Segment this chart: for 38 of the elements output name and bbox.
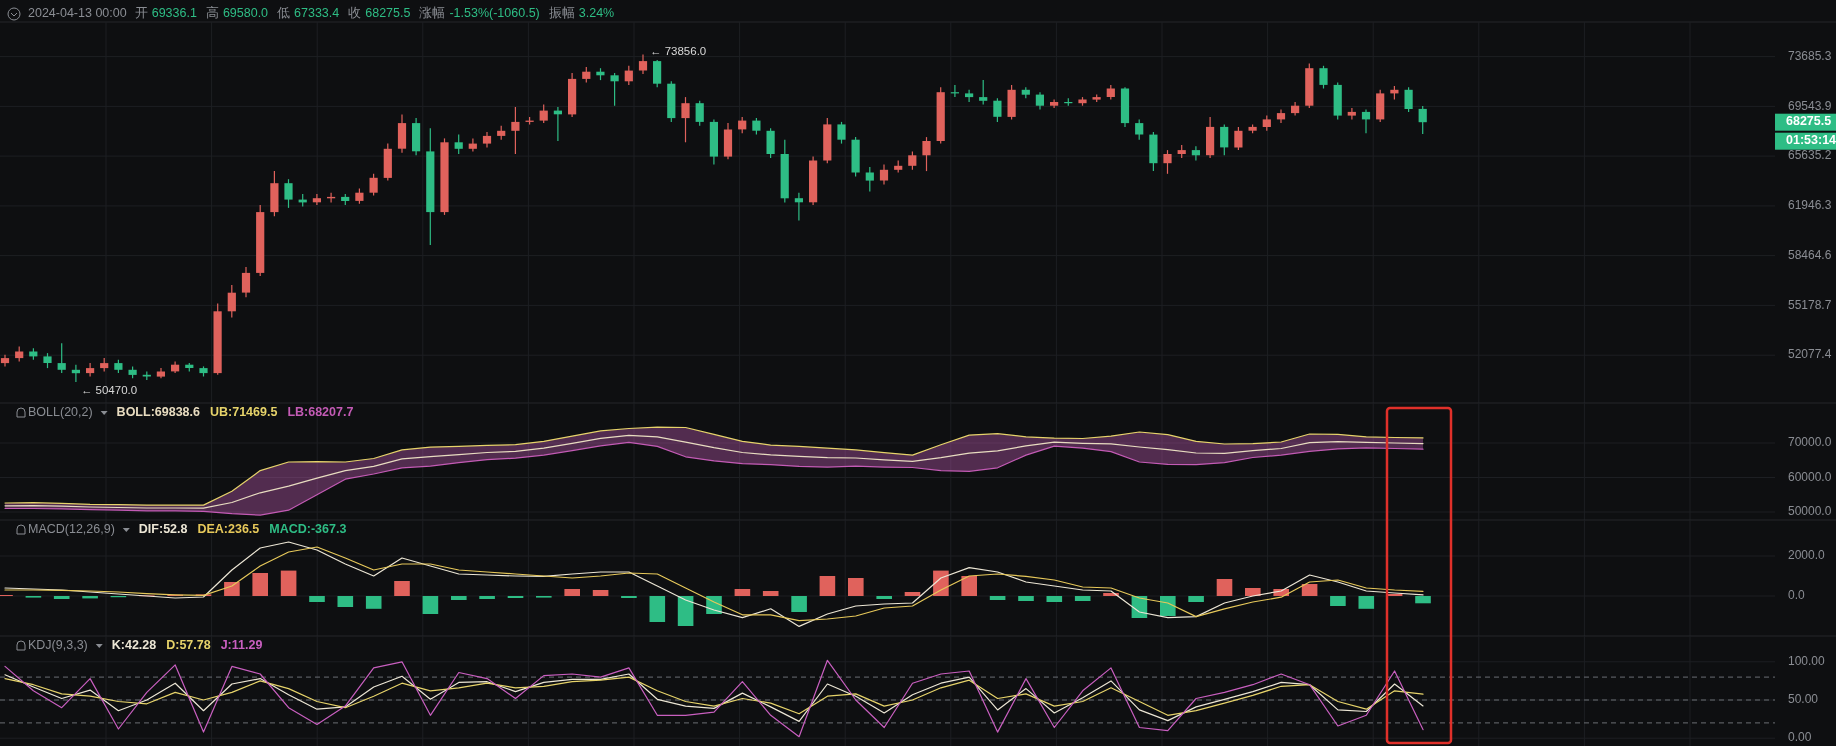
y-tick-label: 73685.3 xyxy=(1788,48,1832,63)
text: 开 69336.1 xyxy=(134,6,197,21)
text: D:57.78 xyxy=(166,638,211,653)
y-tick-label: 60000.0 xyxy=(1788,469,1832,484)
text: LB:68207.7 xyxy=(287,405,354,420)
text: 振幅 3.24% xyxy=(548,6,615,21)
y-tick-label: 2000.0 xyxy=(1788,548,1826,563)
text: DEA:236.5 xyxy=(197,522,260,537)
y-tick-label: 61946.3 xyxy=(1788,198,1832,213)
text: UB:71469.5 xyxy=(209,405,278,420)
chart-title: KDJ(9,3,3) xyxy=(28,638,88,653)
y-tick-label: 70000.0 xyxy=(1788,435,1832,450)
annotation: ← 73856.0 xyxy=(649,44,707,57)
y-tick-label: 65635.2 xyxy=(1788,148,1832,163)
text: 01:53:14 xyxy=(1786,133,1836,148)
text: 收 68275.5 xyxy=(348,6,411,21)
chart-title: 2024-04-13 00:00 xyxy=(28,6,127,21)
text: 低 67333.4 xyxy=(277,6,340,21)
text: 高 69580.0 xyxy=(205,5,269,21)
y-tick-label: 0.0 xyxy=(1788,588,1806,603)
y-tick-label: 58464.6 xyxy=(1788,247,1832,262)
y-tick-label: 50000.0 xyxy=(1788,504,1832,519)
text: 涨幅 -1.53%(-1060.5) xyxy=(419,6,540,21)
y-tick-label: 55178.7 xyxy=(1788,297,1832,312)
chart-title: MACD(12,26,9) xyxy=(28,522,115,537)
text: K:42.28 xyxy=(111,638,157,653)
text: DIF:52.8 xyxy=(138,522,188,537)
y-tick-label: 52077.4 xyxy=(1788,347,1832,362)
text: 68275.5 xyxy=(1786,114,1832,129)
chart-title: BOLL(20,2) xyxy=(28,405,93,420)
y-tick-label: 69543.9 xyxy=(1788,98,1832,113)
series-label: J:11.29 xyxy=(220,638,263,653)
y-tick-label: 0.00 xyxy=(1788,730,1812,745)
annotation: ← 50470.0 xyxy=(80,384,138,397)
text: BOLL:69838.6 xyxy=(116,405,201,420)
y-tick-label: 100.00 xyxy=(1788,653,1826,668)
y-tick-label: 50.00 xyxy=(1788,692,1819,707)
text: MACD:-367.3 xyxy=(269,522,347,537)
